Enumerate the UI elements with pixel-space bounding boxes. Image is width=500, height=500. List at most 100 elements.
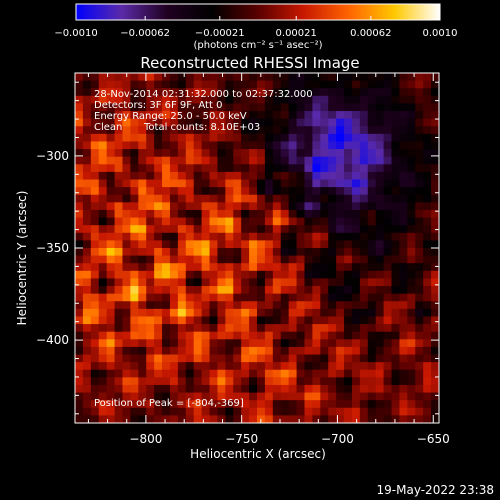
heatmap-cell [336, 164, 345, 173]
heatmap-cell [351, 270, 361, 280]
heatmap-cell [225, 293, 234, 302]
heatmap-cell [193, 301, 203, 310]
heatmap-cell [241, 331, 250, 340]
heatmap-cell [122, 308, 131, 318]
heatmap-cell [122, 73, 131, 82]
heatmap-cell [312, 377, 321, 386]
heatmap-cell [138, 293, 147, 302]
heatmap-cell [106, 95, 116, 105]
heatmap-cell [336, 362, 345, 371]
heatmap-cell [320, 133, 329, 143]
heatmap-cell [177, 270, 187, 280]
heatmap-cell [98, 392, 108, 401]
heatmap-cell [415, 73, 424, 82]
heatmap-cell [312, 171, 321, 181]
heatmap-cell [359, 164, 369, 173]
heatmap-cell [336, 187, 345, 196]
heatmap-cell [375, 164, 385, 173]
heatmap-cell [264, 301, 274, 310]
heatmap-cell [98, 103, 108, 112]
heatmap-cell [375, 308, 385, 318]
heatmap-cell [344, 346, 353, 356]
heatmap-cell [209, 164, 219, 173]
heatmap-cell [82, 80, 92, 89]
heatmap-cell [146, 278, 155, 287]
heatmap-cell [90, 149, 100, 158]
heatmap-cell [312, 156, 321, 165]
heatmap-cell [217, 392, 226, 401]
heatmap-cell [399, 354, 408, 363]
heatmap-cell [320, 331, 329, 340]
heatmap-cell [383, 339, 393, 348]
heatmap-cell [391, 339, 401, 348]
heatmap-cell [130, 240, 139, 249]
heatmap-cell [272, 156, 282, 165]
colorbar-tick-label: −0.00062 [120, 28, 170, 39]
heatmap-cell [351, 407, 361, 416]
heatmap-cell [399, 118, 408, 127]
heatmap-cell [367, 263, 377, 272]
heatmap-cell [82, 164, 92, 173]
heatmap-cell [312, 286, 321, 295]
heatmap-cell [391, 240, 401, 249]
heatmap-cell [336, 217, 345, 226]
heatmap-cell [90, 194, 100, 203]
heatmap-cell [431, 187, 439, 196]
heatmap-cell [351, 95, 361, 105]
heatmap-cell [367, 171, 377, 181]
heatmap-cell [193, 88, 203, 97]
heatmap-cell [407, 156, 416, 165]
heatmap-cell [106, 225, 116, 234]
heatmap-cell [75, 354, 84, 363]
heatmap-cell [423, 171, 432, 181]
heatmap-cell [304, 278, 313, 287]
heatmap-cell [249, 141, 258, 150]
heatmap-cell [399, 346, 408, 356]
colorbar-ticks: −0.0010 −0.00062 −0.00021 0.00021 0.00062 0.0… [54, 16, 458, 39]
heatmap-cell [130, 308, 139, 318]
heatmap-cell [138, 133, 147, 143]
heatmap-cell [304, 308, 313, 318]
heatmap-cell [233, 209, 242, 219]
heatmap-cell [423, 202, 432, 211]
heatmap-cell [407, 278, 416, 287]
heatmap-cell [296, 156, 306, 165]
heatmap-cell [209, 407, 219, 416]
heatmap-cell [177, 217, 187, 226]
heatmap-cell [177, 118, 187, 127]
heatmap-cell [154, 179, 163, 188]
heatmap-cell [344, 95, 353, 105]
heatmap-cell [399, 194, 408, 203]
heatmap-cell [288, 88, 298, 97]
heatmap-cell [138, 286, 147, 295]
heatmap-cell [177, 339, 187, 348]
heatmap-cell [225, 103, 234, 112]
heatmap-cell [399, 331, 408, 340]
heatmap-cell [304, 263, 313, 272]
heatmap-cell [304, 331, 313, 340]
heatmap-cell [75, 248, 84, 257]
heatmap-cell [304, 400, 313, 409]
heatmap-cell [257, 346, 266, 356]
heatmap-cell [383, 217, 393, 226]
heatmap-cell [304, 415, 313, 423]
heatmap-cell [90, 80, 100, 89]
heatmap-cell [399, 293, 408, 302]
heatmap-cell [423, 111, 432, 120]
heatmap-cell [312, 133, 321, 143]
heatmap-cell [193, 384, 203, 394]
heatmap-cell [249, 362, 258, 371]
heatmap-cell [391, 225, 401, 234]
heatmap-cell [90, 217, 100, 226]
heatmap-cell [201, 149, 211, 158]
heatmap-cell [75, 187, 84, 196]
heatmap-cell [296, 209, 306, 219]
heatmap-cell [264, 111, 274, 120]
heatmap-cell [98, 156, 108, 165]
heatmap-cell [336, 324, 345, 333]
heatmap-cell [383, 88, 393, 97]
heatmap-cell [130, 270, 139, 280]
heatmap-cell [225, 240, 234, 249]
heatmap-cell [415, 80, 424, 89]
heatmap-cell [122, 118, 131, 127]
